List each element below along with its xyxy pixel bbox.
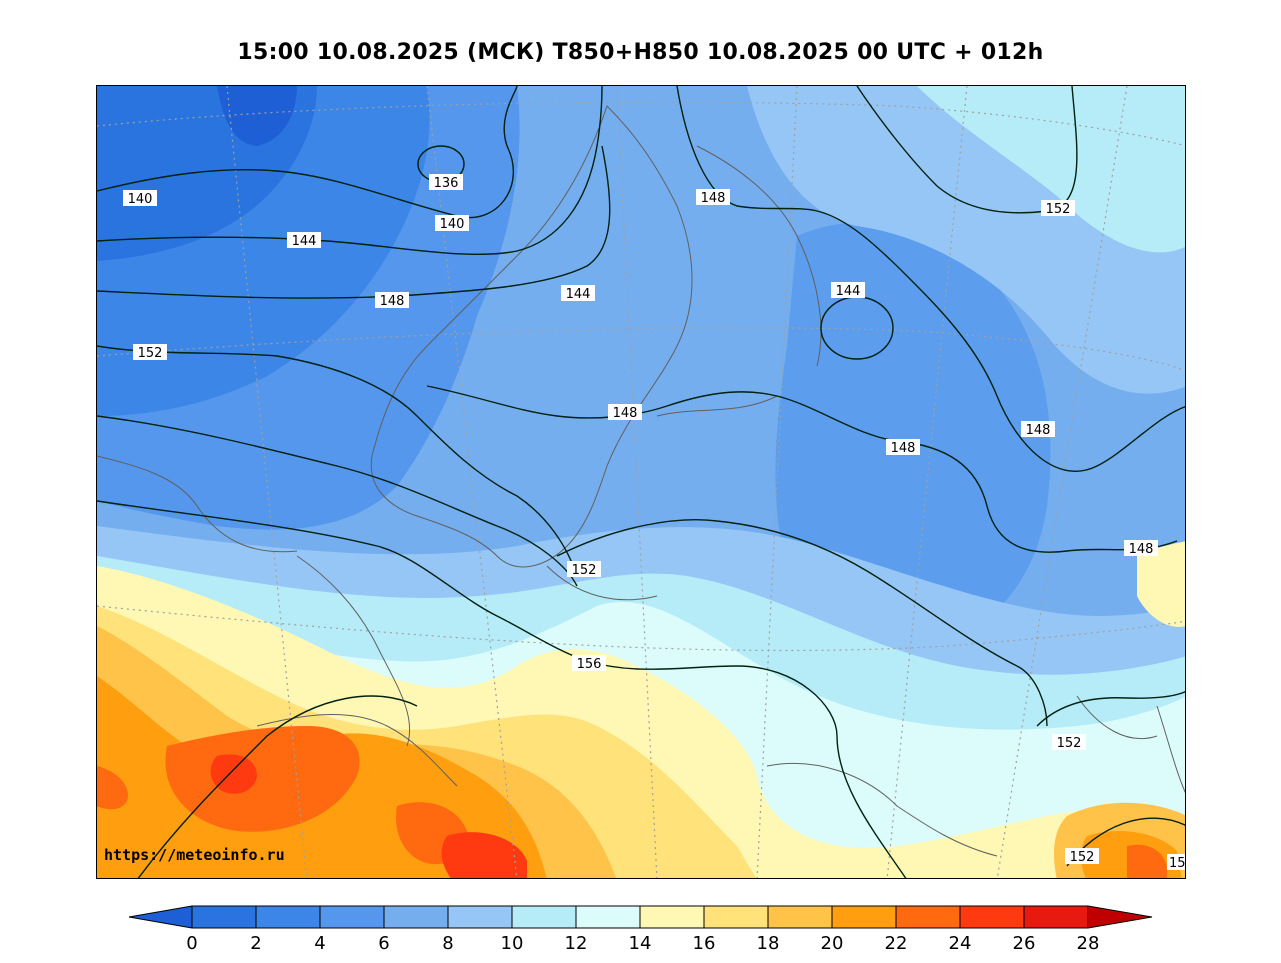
colorbar-tick-label: 12 [565,933,588,954]
field-24-26-spot [210,754,257,794]
svg-text:148: 148 [1026,423,1051,438]
svg-text:148: 148 [701,191,726,206]
svg-text:148: 148 [1129,542,1154,557]
colorbar-tick-label: 20 [821,933,844,954]
svg-text:152: 152 [1070,850,1095,865]
contour-label: 148 [608,404,642,421]
contour-label: 144 [561,285,595,302]
contour-label: 152 [1041,200,1075,217]
contour-label: 15 [1167,854,1186,871]
colorbar-tick-label: 18 [757,933,780,954]
colorbar-ticks: 0 2 4 6 8 10 12 14 16 18 20 22 24 26 28 [186,933,1099,954]
map-canvas: 136 140 140 144 144 144 148 148 148 148 … [97,86,1186,878]
contour-label: 152 [567,561,601,578]
contour-label: 144 [831,282,865,299]
colorbar-cell [703,905,769,929]
field-14-16-east [1137,541,1185,627]
colorbar-cell [639,905,705,929]
field-24-26 [441,832,527,878]
contour-label: 140 [435,215,469,232]
svg-text:152: 152 [572,563,597,578]
svg-text:140: 140 [128,192,153,207]
svg-text:152: 152 [138,346,163,361]
colorbar-cell [831,905,897,929]
contour-label: 152 [133,344,167,361]
temperature-height-map: 136 140 140 144 144 144 148 148 148 148 … [96,85,1186,879]
colorbar-cell [575,905,641,929]
svg-text:152: 152 [1046,202,1071,217]
contour-label: 148 [375,292,409,309]
field-22-24-west [165,726,360,832]
field-22-24-edge [97,766,128,810]
colorbar-cell [191,905,257,929]
colorbar-tick-label: 0 [186,933,197,954]
colorbar-tick-label: 4 [314,933,325,954]
svg-text:156: 156 [577,657,602,672]
colorbar-over-arrow [1088,906,1152,928]
colorbar-under-arrow [129,906,192,928]
colorbar-tick-label: 26 [1013,933,1036,954]
contour-label: 152 [1065,848,1099,865]
colorbar-cell [383,905,449,929]
contour-label: 148 [696,189,730,206]
colorbar-cell [959,905,1025,929]
svg-text:144: 144 [566,287,591,302]
colorbar-tick-label: 24 [949,933,972,954]
colorbar-cell [255,905,321,929]
map-title: 15:00 10.08.2025 (МСК) T850+H850 10.08.2… [237,40,1044,65]
field-22-24-se [1127,844,1167,878]
contour-label: 136 [429,174,463,191]
colorbar-tick-label: 10 [501,933,524,954]
svg-text:140: 140 [440,217,465,232]
svg-text:148: 148 [380,294,405,309]
colorbar: 0 2 4 6 8 10 12 14 16 18 20 22 24 26 28 [128,905,1153,954]
svg-text:148: 148 [613,406,638,421]
colorbar-tick-label: 14 [629,933,652,954]
colorbar-tick-label: 2 [250,933,261,954]
colorbar-tick-label: 28 [1077,933,1100,954]
svg-text:144: 144 [292,234,317,249]
contour-label: 148 [1124,540,1158,557]
field-10-12-ne [917,86,1185,253]
colorbar-cell [767,905,833,929]
field-0-2 [217,86,297,146]
colorbar-cell [1023,905,1089,929]
contour-label: 144 [287,232,321,249]
svg-text:152: 152 [1057,736,1082,751]
coastlines [97,105,1185,857]
colorbar-cell [895,905,961,929]
contour-label: 140 [123,190,157,207]
field-east-low [775,222,1051,652]
colorbar-tick-label: 8 [442,933,453,954]
colorbar-cells [191,905,1089,929]
watermark-url: https://meteoinfo.ru [104,846,285,864]
colorbar-tick-label: 16 [693,933,716,954]
height-contours [97,86,1185,878]
colorbar-cell [511,905,577,929]
contour-label: 152 [1052,734,1086,751]
colorbar-tick-label: 6 [378,933,389,954]
contour-labels: 136 140 140 144 144 144 148 148 148 148 … [123,174,1186,871]
colorbar-tick-label: 22 [885,933,908,954]
contour-label: 148 [886,439,920,456]
svg-text:144: 144 [836,284,861,299]
colorbar-cell [447,905,513,929]
svg-text:136: 136 [434,176,459,191]
svg-text:15: 15 [1169,856,1186,871]
svg-text:148: 148 [891,441,916,456]
contour-label: 156 [572,655,606,672]
colorbar-outline [128,905,1153,929]
contour-label: 148 [1021,421,1055,438]
colorbar-cell [319,905,385,929]
